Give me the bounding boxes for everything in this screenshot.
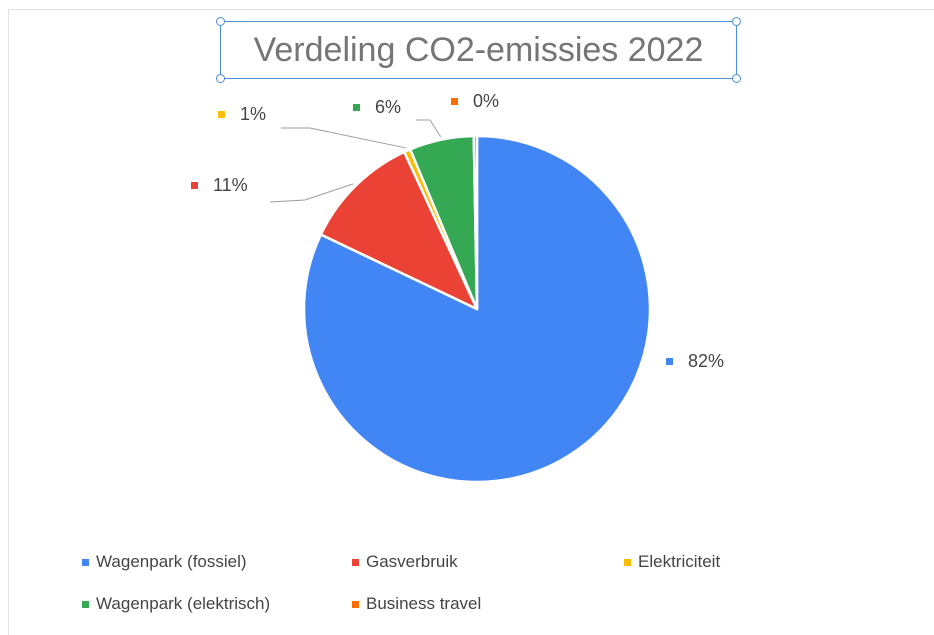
legend-item-wagenpark-fossiel[interactable]: Wagenpark (fossiel) [82,552,247,572]
legend-swatch-gasverbruik [352,558,359,566]
chart-title[interactable]: Verdeling CO2-emissies 2022 [253,30,704,69]
pie-slice-business-travel[interactable] [472,134,479,311]
data-label-wagenpark-elektrisch: 6% [375,97,401,117]
resize-handle-bottom-left[interactable] [216,74,225,83]
legend-swatch-wagenpark-fossiel [82,558,89,566]
legend-swatch-elektriciteit [624,558,631,566]
legend-swatch-business-travel [352,600,359,608]
legend-item-elektriciteit[interactable]: Elektriciteit [624,552,720,572]
legend-label: Wagenpark (fossiel) [96,552,247,571]
legend-label: Gasverbruik [366,552,458,571]
data-label-swatch-gasverbruik [191,182,198,189]
chart-frame-left-border [8,9,9,635]
legend-label: Business travel [366,594,482,613]
data-label-swatch-business-travel [451,98,458,105]
data-label-wagenpark-fossiel: 82% [688,351,724,371]
chart-title-selection-box[interactable]: Verdeling CO2-emissies 2022 [216,17,741,83]
resize-handle-bottom-right[interactable] [732,74,741,83]
leader-line-gasverbruik [269,183,354,203]
legend-swatch-wagenpark-elektrisch [82,600,89,608]
legend-item-gasverbruik[interactable]: Gasverbruik [352,552,458,572]
resize-handle-top-right[interactable] [732,17,741,26]
data-label-swatch-wagenpark-elektrisch [353,104,360,111]
data-label-elektriciteit: 1% [240,104,266,124]
resize-handle-top-left[interactable] [216,17,225,26]
data-label-business-travel: 0% [473,91,499,111]
leader-line-wagenpark-elektrisch [416,119,442,138]
leader-line-elektriciteit [281,127,407,149]
data-label-swatch-wagenpark-fossiel [666,358,673,365]
chart-frame-top-border [8,9,934,10]
legend-label: Wagenpark (elektrisch) [96,594,271,613]
data-label-swatch-elektriciteit [218,111,225,118]
legend-label: Elektriciteit [638,552,721,571]
pie-slice-gasverbruik[interactable] [319,150,479,311]
legend-item-wagenpark-elektrisch[interactable]: Wagenpark (elektrisch) [82,594,270,614]
data-label-gasverbruik: 11% [213,175,248,195]
legend-item-business-travel[interactable]: Business travel [352,594,481,614]
